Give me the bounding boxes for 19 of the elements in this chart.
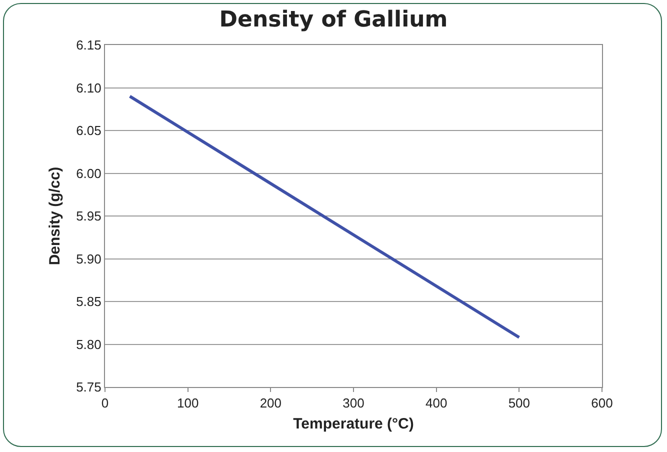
y-tick-label: 5.80 <box>76 336 102 352</box>
x-tick-label: 300 <box>342 396 364 411</box>
x-tick-label: 200 <box>260 396 282 411</box>
x-tick-label: 0 <box>101 396 109 411</box>
y-tick-label: 5.75 <box>76 380 102 395</box>
y-tick-label: 6.15 <box>76 38 102 53</box>
y-tick-label: 6.00 <box>76 166 102 181</box>
x-axis-title: Temperature (°C) <box>293 416 414 433</box>
x-tick-label: 400 <box>425 396 448 411</box>
x-tick-label: 100 <box>176 396 199 411</box>
y-axis-title: Density (g/cc) <box>46 166 64 266</box>
x-tick-label: 500 <box>508 396 530 411</box>
y-tick-label: 6.10 <box>76 80 102 96</box>
x-tick-label: 600 <box>591 396 613 411</box>
y-tick-label: 6.05 <box>76 123 102 138</box>
y-tick-label: 5.95 <box>76 208 102 224</box>
chart-title: Density of Gallium <box>219 8 448 33</box>
y-tick-label: 5.90 <box>76 251 102 266</box>
y-tick-label: 5.85 <box>76 294 102 310</box>
